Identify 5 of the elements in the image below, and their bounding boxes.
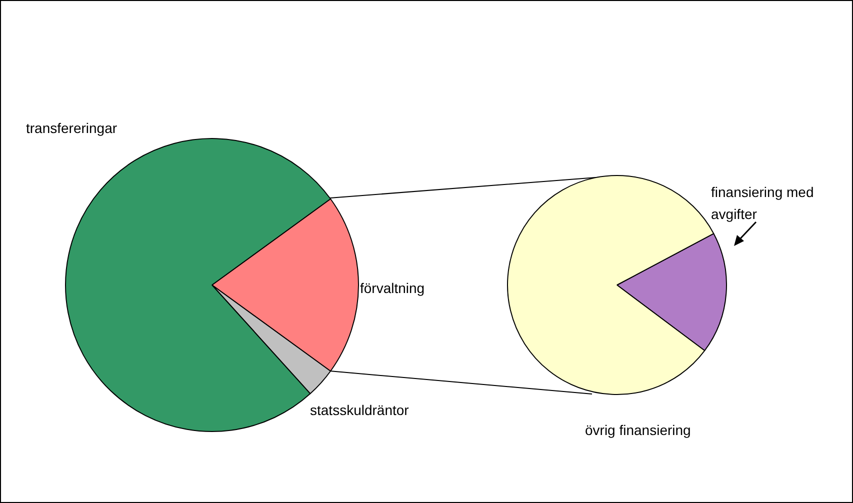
slice-label: förvaltning [360,280,425,296]
slice-label: transfereringar [26,120,118,136]
slice-label: finansiering med avgifter [711,184,814,222]
slice-label: övrig finansiering [585,422,691,438]
slice-label: statsskuldräntor [310,402,410,418]
